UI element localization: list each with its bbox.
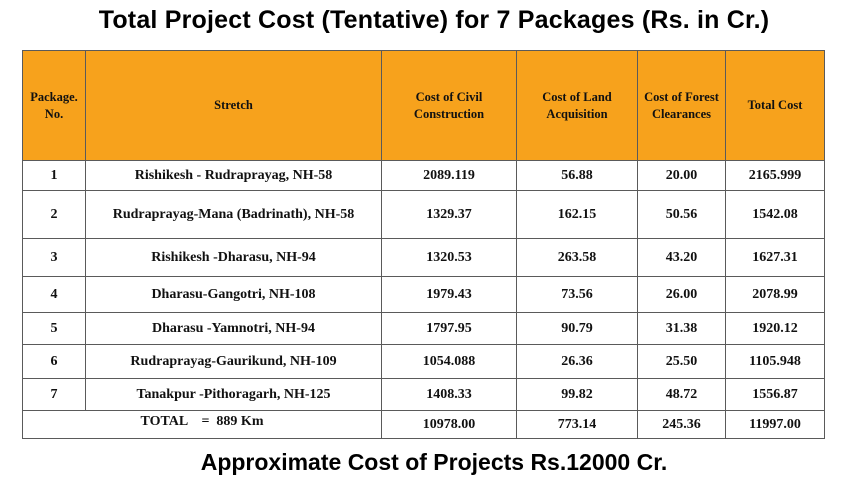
forest-cost: 50.56 xyxy=(637,190,726,239)
land-cost: 56.88 xyxy=(516,160,638,191)
totals-label-text: TOTAL = 889 Km xyxy=(140,414,264,429)
total-cost: 1556.87 xyxy=(725,378,825,411)
header-land-cost: Cost of Land Acquisition xyxy=(516,50,638,161)
total-cost: 1920.12 xyxy=(725,312,825,345)
forest-cost: 25.50 xyxy=(637,344,726,379)
stretch: Rishikesh - Rudraprayag, NH-58 xyxy=(85,160,382,191)
table-row: 7 Tanakpur -Pithoragarh, NH-125 1408.33 … xyxy=(22,378,825,411)
package-no: 5 xyxy=(22,312,86,345)
table-row: 5 Dharasu -Yamnotri, NH-94 1797.95 90.79… xyxy=(22,312,825,345)
civil-cost: 2089.119 xyxy=(381,160,517,191)
forest-cost: 20.00 xyxy=(637,160,726,191)
land-cost: 263.58 xyxy=(516,238,638,277)
package-no: 7 xyxy=(22,378,86,411)
package-no: 6 xyxy=(22,344,86,379)
total-cost: 2165.999 xyxy=(725,160,825,191)
stretch: Rudraprayag-Mana (Badrinath), NH-58 xyxy=(85,190,382,239)
total-civil-cost: 10978.00 xyxy=(381,410,517,439)
total-cost: 1627.31 xyxy=(725,238,825,277)
stretch: Dharasu -Yamnotri, NH-94 xyxy=(85,312,382,345)
package-no: 4 xyxy=(22,276,86,313)
total-cost: 1105.948 xyxy=(725,344,825,379)
stretch: Tanakpur -Pithoragarh, NH-125 xyxy=(85,378,382,411)
header-total-cost: Total Cost xyxy=(725,50,825,161)
civil-cost: 1408.33 xyxy=(381,378,517,411)
forest-cost: 31.38 xyxy=(637,312,726,345)
header-package-no: Package. No. xyxy=(22,50,86,161)
totals-row: TOTAL = 889 Km 10978.00 773.14 245.36 11… xyxy=(22,410,825,439)
package-no: 2 xyxy=(22,190,86,239)
civil-cost: 1329.37 xyxy=(381,190,517,239)
cost-table: Package. No. Stretch Cost of Civil Const… xyxy=(22,50,825,439)
civil-cost: 1797.95 xyxy=(381,312,517,345)
header-stretch: Stretch xyxy=(85,50,382,161)
table-row: 6 Rudraprayag-Gaurikund, NH-109 1054.088… xyxy=(22,344,825,379)
stretch: Rishikesh -Dharasu, NH-94 xyxy=(85,238,382,277)
table-row: 2 Rudraprayag-Mana (Badrinath), NH-58 13… xyxy=(22,190,825,239)
total-cost: 2078.99 xyxy=(725,276,825,313)
table-header-row: Package. No. Stretch Cost of Civil Const… xyxy=(22,50,825,161)
land-cost: 90.79 xyxy=(516,312,638,345)
package-no: 1 xyxy=(22,160,86,191)
total-forest-cost: 245.36 xyxy=(637,410,726,439)
total-land-cost: 773.14 xyxy=(516,410,638,439)
civil-cost: 1320.53 xyxy=(381,238,517,277)
forest-cost: 48.72 xyxy=(637,378,726,411)
civil-cost: 1054.088 xyxy=(381,344,517,379)
total-cost: 1542.08 xyxy=(725,190,825,239)
stretch: Dharasu-Gangotri, NH-108 xyxy=(85,276,382,313)
land-cost: 73.56 xyxy=(516,276,638,313)
land-cost: 162.15 xyxy=(516,190,638,239)
totals-label: TOTAL = 889 Km xyxy=(22,410,382,439)
footer-summary: Approximate Cost of Projects Rs.12000 Cr… xyxy=(200,449,668,475)
land-cost: 99.82 xyxy=(516,378,638,411)
stretch: Rudraprayag-Gaurikund, NH-109 xyxy=(85,344,382,379)
civil-cost: 1979.43 xyxy=(381,276,517,313)
header-civil-cost: Cost of Civil Construction xyxy=(381,50,517,161)
forest-cost: 43.20 xyxy=(637,238,726,277)
table-row: 3 Rishikesh -Dharasu, NH-94 1320.53 263.… xyxy=(22,238,825,277)
package-no: 3 xyxy=(22,238,86,277)
table-row: 4 Dharasu-Gangotri, NH-108 1979.43 73.56… xyxy=(22,276,825,313)
grand-total-cost: 11997.00 xyxy=(725,410,825,439)
forest-cost: 26.00 xyxy=(637,276,726,313)
slide-title: Total Project Cost (Tentative) for 7 Pac… xyxy=(98,6,770,34)
table-row: 1 Rishikesh - Rudraprayag, NH-58 2089.11… xyxy=(22,160,825,191)
header-forest-cost: Cost of Forest Clearances xyxy=(637,50,726,161)
land-cost: 26.36 xyxy=(516,344,638,379)
